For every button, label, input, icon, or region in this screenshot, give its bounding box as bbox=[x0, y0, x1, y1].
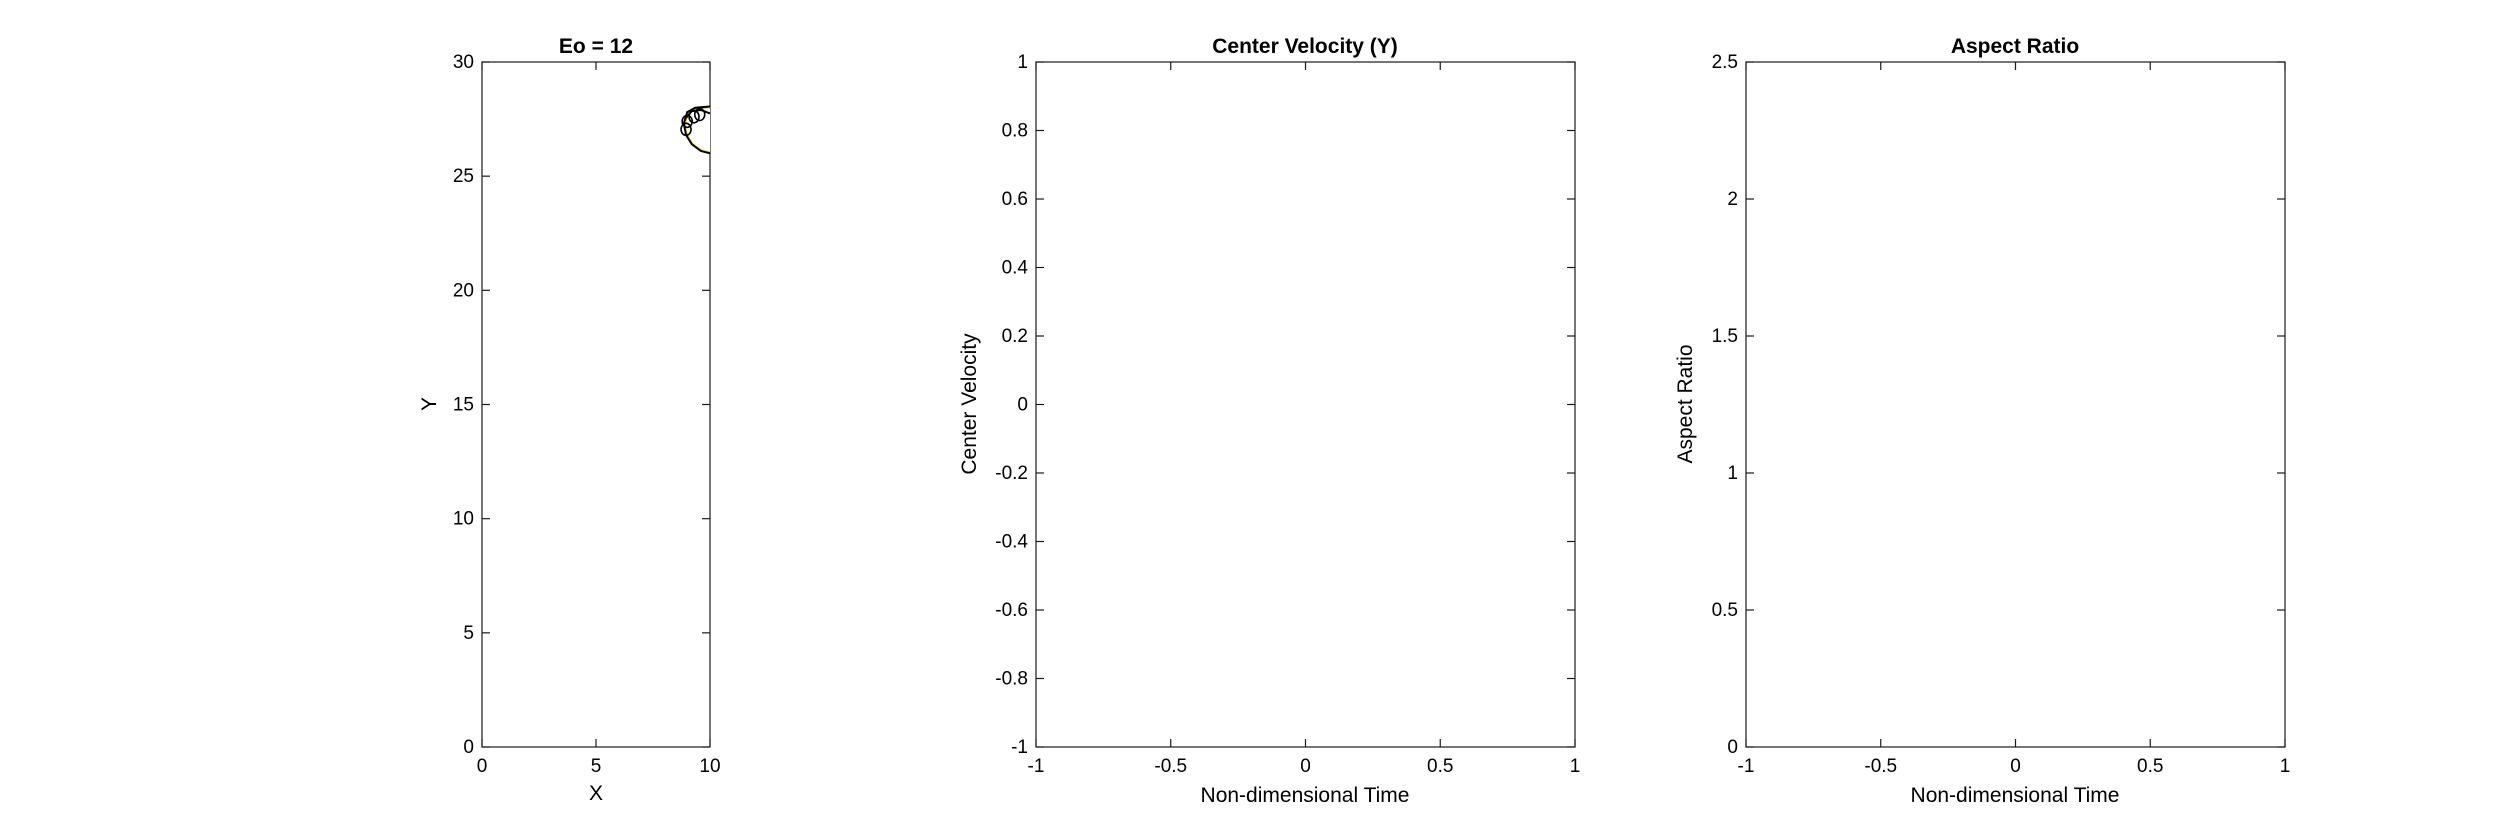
y-tick-label: -0.8 bbox=[995, 669, 1028, 690]
y-tick-label: 0 bbox=[463, 737, 474, 758]
y-tick-label: -1 bbox=[1011, 737, 1028, 758]
x-axis-label-aspect-ratio: Non-dimensional Time bbox=[1911, 784, 2120, 807]
x-tick-label: 0 bbox=[1300, 756, 1311, 777]
bubble-outline bbox=[682, 105, 710, 155]
x-tick-label: -0.5 bbox=[1154, 756, 1187, 777]
contour-marks bbox=[680, 105, 710, 155]
y-tick-label: 0.2 bbox=[1002, 326, 1028, 347]
x-tick-label: 5 bbox=[591, 756, 602, 777]
x-tick-label: 10 bbox=[699, 756, 720, 777]
y-tick-label: 0 bbox=[1727, 737, 1738, 758]
y-tick-label: 20 bbox=[453, 280, 474, 301]
plot-area-center-velocity bbox=[1035, 61, 1576, 748]
bubble-group bbox=[680, 105, 710, 155]
x-tick-label: 0 bbox=[477, 756, 488, 777]
y-tick-label: 0.8 bbox=[1002, 121, 1028, 142]
x-axis-label-contour: X bbox=[589, 782, 603, 805]
subplot-aspect-ratio: -1 -0.5 0 0.5 1 0 0.5 1 1.5 2 2.5 Aspect Ratio Non… bbox=[1674, 35, 2290, 807]
y-tick-label: -0.6 bbox=[995, 600, 1028, 621]
contour-loop bbox=[693, 107, 706, 122]
y-tick-label: 25 bbox=[453, 166, 474, 187]
x-tick-label: -0.5 bbox=[1864, 756, 1897, 777]
y-tick-label: 5 bbox=[463, 623, 474, 644]
y-tick-label: 0.6 bbox=[1002, 189, 1028, 210]
x-tick-label: 0.5 bbox=[2137, 756, 2163, 777]
y-tick-label: 0 bbox=[1017, 395, 1028, 416]
x-tick-label: 0 bbox=[2010, 756, 2021, 777]
y-tick-label: 1 bbox=[1727, 463, 1738, 484]
x-tick-label: -1 bbox=[1028, 756, 1045, 777]
axis-ticks-contour: 0 5 10 0 5 10 15 20 25 30 bbox=[453, 52, 721, 777]
chart-title-aspect-ratio: Aspect Ratio bbox=[1951, 35, 2079, 58]
subplot-contour: 0 5 10 0 5 10 15 20 25 30 Eo = 12 X Y bbox=[418, 35, 721, 805]
x-tick-label: 1 bbox=[1570, 756, 1581, 777]
x-tick-label: -1 bbox=[1738, 756, 1755, 777]
y-tick-label: -0.4 bbox=[995, 532, 1028, 553]
x-tick-label: 0.5 bbox=[1427, 756, 1453, 777]
plot-area-aspect-ratio bbox=[1745, 61, 2286, 748]
contour-loop bbox=[688, 110, 700, 124]
contour-loop bbox=[680, 122, 692, 137]
y-axis-label-center-velocity: Center Velocity bbox=[958, 333, 981, 475]
y-tick-label: 0.5 bbox=[1712, 600, 1738, 621]
y-tick-label: 1.5 bbox=[1712, 326, 1738, 347]
x-tick-label: 1 bbox=[2280, 756, 2291, 777]
axis-ticks-aspect-ratio: -1 -0.5 0 0.5 1 0 0.5 1 1.5 2 2.5 bbox=[1712, 52, 2291, 777]
y-tick-label: 2.5 bbox=[1712, 52, 1738, 73]
y-tick-label: -0.2 bbox=[995, 463, 1028, 484]
y-tick-label: 10 bbox=[453, 509, 474, 530]
chart-title-contour: Eo = 12 bbox=[559, 35, 633, 58]
chart-title-center-velocity: Center Velocity (Y) bbox=[1212, 35, 1398, 58]
y-tick-label: 0.4 bbox=[1002, 258, 1029, 279]
subplot-center-velocity: -1 -0.5 0 0.5 1 -1 -0.8 -0.6 -0.4 -0.2 0 0.2 0.4 0.6 0… bbox=[958, 35, 1580, 807]
x-axis-label-center-velocity: Non-dimensional Time bbox=[1201, 784, 1410, 807]
contour-loop bbox=[681, 114, 694, 129]
plot-area-contour bbox=[481, 61, 711, 748]
y-tick-label: 30 bbox=[453, 52, 474, 73]
y-tick-label: 1 bbox=[1017, 52, 1028, 73]
y-axis-label-contour: Y bbox=[418, 397, 441, 411]
y-axis-label-aspect-ratio: Aspect Ratio bbox=[1674, 344, 1697, 463]
y-tick-label: 15 bbox=[453, 395, 474, 416]
axis-ticks-center-velocity: -1 -0.5 0 0.5 1 -1 -0.8 -0.6 -0.4 -0.2 0 0.2 0.4 0.6 0… bbox=[995, 52, 1580, 777]
y-tick-label: 2 bbox=[1727, 189, 1738, 210]
